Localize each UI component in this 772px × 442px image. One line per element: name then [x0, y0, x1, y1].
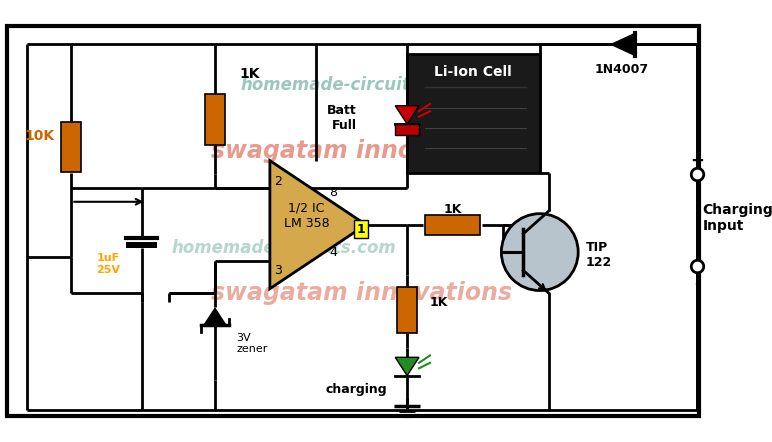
Text: 1K: 1K: [239, 67, 260, 81]
Text: 2: 2: [275, 175, 283, 188]
Text: 1K: 1K: [444, 202, 462, 216]
Text: -: -: [694, 275, 700, 293]
Text: swagatam innovations: swagatam innovations: [211, 140, 512, 164]
Polygon shape: [270, 160, 366, 289]
Bar: [395, 124, 419, 135]
Bar: [127, 242, 157, 248]
Text: 1: 1: [357, 223, 366, 236]
Text: +: +: [690, 152, 704, 170]
Polygon shape: [395, 106, 419, 124]
Polygon shape: [611, 34, 635, 55]
Circle shape: [501, 213, 578, 290]
Bar: [205, 94, 225, 145]
Text: 1N4007: 1N4007: [595, 63, 649, 76]
Text: 4: 4: [330, 246, 337, 259]
Text: Batt
Full: Batt Full: [327, 103, 357, 132]
Text: 1uF
25V: 1uF 25V: [96, 253, 120, 275]
Polygon shape: [395, 357, 419, 376]
Text: 10K: 10K: [24, 129, 54, 143]
Text: TIP
122: TIP 122: [585, 241, 611, 269]
Text: homemade-circuits.com: homemade-circuits.com: [171, 239, 396, 256]
Text: 3: 3: [275, 264, 283, 277]
Text: homemade-circuits.com: homemade-circuits.com: [241, 76, 466, 94]
Bar: [407, 53, 540, 172]
Text: charging: charging: [326, 383, 388, 396]
Text: 3V
zener: 3V zener: [236, 333, 267, 354]
Polygon shape: [203, 307, 227, 325]
Text: 8: 8: [330, 186, 337, 199]
Text: swagatam innovations: swagatam innovations: [211, 281, 512, 305]
Bar: [397, 287, 417, 333]
Text: 1/2 IC
LM 358: 1/2 IC LM 358: [283, 202, 330, 229]
Bar: [61, 122, 81, 172]
Text: 1K: 1K: [430, 296, 449, 309]
Text: Charging
Input: Charging Input: [703, 203, 772, 233]
Text: Li-Ion Cell: Li-Ion Cell: [434, 65, 512, 79]
Bar: [425, 215, 480, 235]
